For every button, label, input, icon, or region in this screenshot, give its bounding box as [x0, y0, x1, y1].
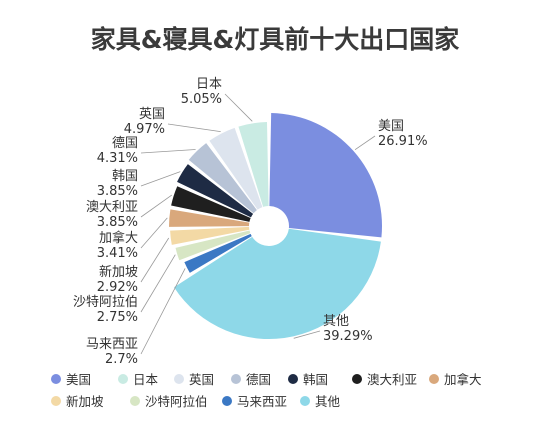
legend-item-沙特阿拉伯: 沙特阿拉伯 [130, 394, 208, 409]
legend-swatch-加拿大 [429, 374, 439, 384]
slice-英国 [209, 127, 263, 210]
legend-label-其他: 其他 [315, 394, 341, 409]
leader-马来西亚 [140, 268, 186, 355]
legend-item-日本: 日本 [118, 372, 159, 387]
leader-lines [140, 93, 376, 355]
legend-swatch-美国 [51, 374, 61, 384]
slice-label-英国: 英国 [139, 107, 165, 122]
leader-加拿大 [140, 217, 168, 249]
slice-label-沙特阿拉伯: 沙特阿拉伯 [73, 295, 138, 310]
slice-value-日本: 5.05% [181, 92, 222, 107]
leader-日本 [224, 93, 253, 122]
legend-item-加拿大: 加拿大 [429, 372, 482, 387]
legend-swatch-德国 [231, 374, 241, 384]
slice-马来西亚 [184, 233, 252, 273]
legend-swatch-韩国 [288, 374, 298, 384]
legend-label-新加坡: 新加坡 [66, 394, 104, 409]
legend-label-沙特阿拉伯: 沙特阿拉伯 [145, 394, 208, 409]
legend-item-澳大利亚: 澳大利亚 [352, 372, 417, 387]
slice-label-马来西亚: 马来西亚 [86, 337, 138, 352]
legend-swatch-澳大利亚 [352, 374, 362, 384]
pie-slices [169, 113, 382, 339]
leader-美国 [354, 135, 376, 151]
legend-item-马来西亚: 马来西亚 [222, 394, 287, 409]
slice-日本 [238, 122, 269, 207]
slice-value-加拿大: 3.41% [97, 246, 138, 261]
legend-label-韩国: 韩国 [303, 372, 328, 387]
slice-label-美国: 美国 [378, 119, 404, 134]
legend-label-英国: 英国 [189, 372, 214, 387]
legend-swatch-其他 [300, 396, 310, 406]
leader-新加坡 [140, 237, 170, 283]
slice-label-德国: 德国 [112, 136, 138, 151]
slice-沙特阿拉伯 [175, 230, 251, 261]
legend-label-美国: 美国 [66, 372, 91, 387]
slice-label-日本: 日本 [196, 77, 222, 92]
slice-韩国 [177, 164, 254, 218]
legend-swatch-马来西亚 [222, 396, 232, 406]
legend-item-韩国: 韩国 [288, 372, 328, 387]
legend-label-加拿大: 加拿大 [444, 372, 482, 387]
slice-value-马来西亚: 2.7% [105, 352, 138, 367]
legend-item-美国: 美国 [51, 372, 91, 387]
slice-value-韩国: 3.85% [97, 184, 138, 199]
slice-value-英国: 4.97% [124, 122, 165, 137]
leader-其他 [293, 330, 321, 339]
legend-label-澳大利亚: 澳大利亚 [367, 372, 417, 387]
legend-swatch-日本 [118, 374, 128, 384]
slice-label-加拿大: 加拿大 [99, 230, 138, 246]
legend-label-马来西亚: 马来西亚 [237, 394, 287, 409]
legend-label-德国: 德国 [246, 372, 271, 387]
leader-英国 [167, 123, 221, 133]
leader-澳大利亚 [140, 194, 173, 218]
legend-item-其他: 其他 [300, 394, 341, 409]
leader-韩国 [140, 171, 181, 187]
legend-swatch-新加坡 [51, 396, 61, 406]
legend-swatch-沙特阿拉伯 [130, 396, 140, 406]
leader-德国 [140, 149, 196, 154]
slice-value-沙特阿拉伯: 2.75% [97, 310, 138, 325]
slice-澳大利亚 [171, 186, 251, 222]
leader-沙特阿拉伯 [140, 254, 176, 313]
legend-item-德国: 德国 [231, 372, 271, 387]
slice-value-其他: 39.29% [323, 329, 373, 344]
slice-value-澳大利亚: 3.85% [97, 215, 138, 230]
slice-美国 [269, 113, 382, 238]
chart-title: 家具&寝具&灯具前十大出口国家 [91, 25, 460, 54]
slice-label-新加坡: 新加坡 [99, 264, 138, 280]
legend-swatch-英国 [174, 374, 184, 384]
slice-加拿大 [169, 209, 250, 227]
slice-value-新加坡: 2.92% [97, 280, 138, 295]
slice-其他 [174, 228, 381, 339]
slice-label-韩国: 韩国 [112, 169, 138, 184]
slice-label-其他: 其他 [323, 314, 349, 329]
slice-新加坡 [170, 226, 250, 245]
legend-item-新加坡: 新加坡 [51, 394, 104, 409]
legend-label-日本: 日本 [133, 372, 159, 387]
slice-value-美国: 26.91% [378, 134, 428, 149]
slice-label-澳大利亚: 澳大利亚 [86, 199, 138, 215]
legend-item-英国: 英国 [174, 372, 214, 387]
slice-value-德国: 4.31% [97, 151, 138, 166]
slice-德国 [188, 143, 257, 214]
